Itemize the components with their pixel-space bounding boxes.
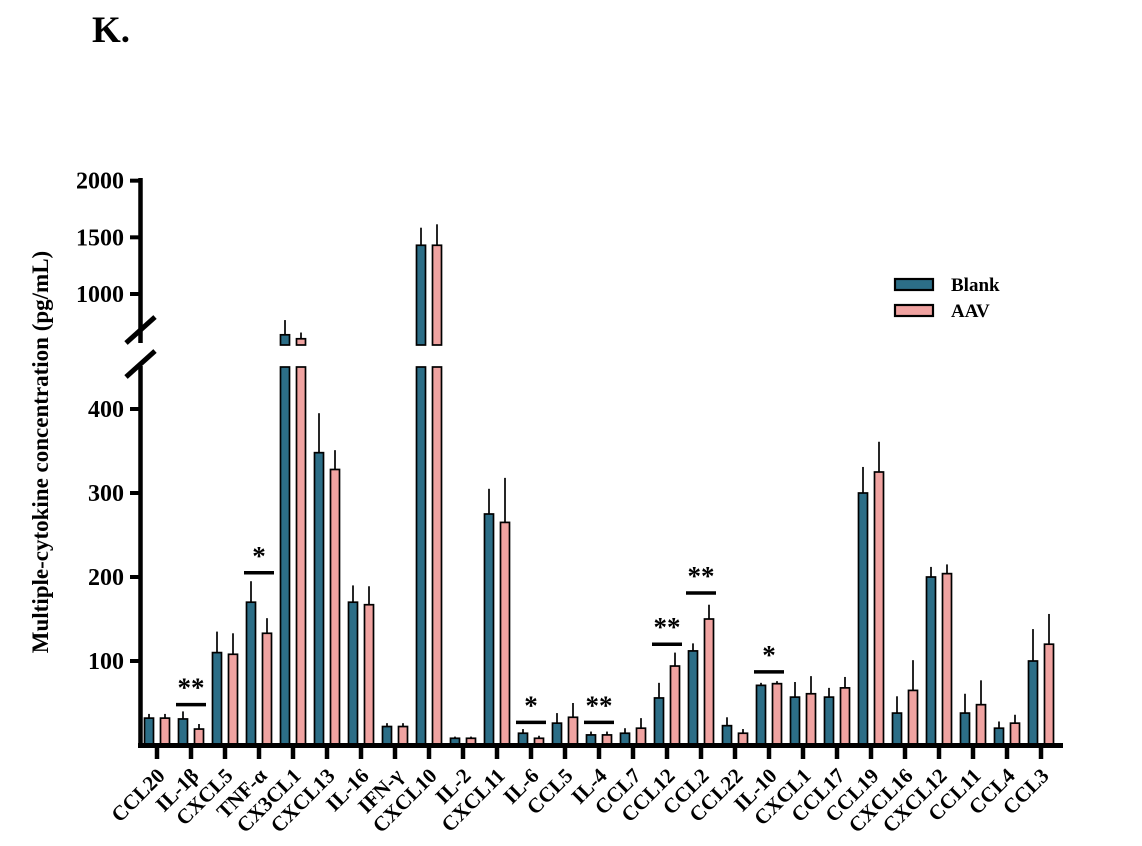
- bar-blank-IL-1β: [177, 718, 189, 746]
- sig-label-IL-10: *: [762, 640, 776, 670]
- bar-aav-CCL4: [1009, 722, 1021, 746]
- y-tick-label-2000: 2000: [76, 169, 124, 195]
- bar-aav-CXCL12: [941, 572, 953, 746]
- bar-blank-CXCL5: [211, 651, 223, 746]
- bar-aav-CXCL11: [499, 521, 511, 746]
- bar-blank-CXCL10: [415, 244, 427, 346]
- sig-label-TNF-α: *: [252, 541, 266, 571]
- bar-aav-CX3CL1-lower: [295, 366, 307, 746]
- bar-aav-CCL2: [703, 618, 715, 746]
- bar-aav-CXCL1: [805, 692, 817, 746]
- bar-blank-CCL11: [959, 712, 971, 746]
- axis-break-slash-upper: [124, 315, 157, 345]
- y-tick-label-400: 400: [88, 397, 124, 423]
- bar-aav-CXCL10-lower: [431, 366, 443, 746]
- y-axis-label: Multiple-cytokine concentration (pg/mL): [28, 251, 53, 653]
- bar-blank-CXCL11: [483, 513, 495, 746]
- bar-aav-CCL7: [635, 727, 647, 746]
- y-tick-label-1500: 1500: [76, 225, 124, 251]
- sig-label-IL-4: **: [586, 690, 613, 720]
- plot-area: **** *******100200300400100015002000CCL20…: [76, 169, 1063, 837]
- bar-blank-IFN-γ: [381, 725, 393, 746]
- bar-aav-IL-1β: [193, 728, 205, 746]
- bar-blank-IL-10: [755, 684, 767, 746]
- bar-blank-IL-16: [347, 601, 359, 746]
- legend-label-aav: AAV: [951, 301, 990, 322]
- bar-aav-CXCL10: [431, 244, 443, 346]
- bar-aav-IL-10: [771, 682, 783, 746]
- bar-blank-CCL20: [143, 717, 155, 746]
- bar-blank-CXCL13: [313, 451, 325, 746]
- panel-label: K.: [92, 10, 130, 51]
- bar-aav-CCL17: [839, 687, 851, 746]
- axis-break-slash-lower: [124, 349, 157, 379]
- sig-label-IL-1β: **: [178, 673, 205, 703]
- bar-blank-TNF-α: [245, 601, 257, 746]
- bar-blank-CXCL1: [789, 696, 801, 746]
- bar-blank-CCL12: [653, 697, 665, 746]
- bar-aav-CCL19: [873, 471, 885, 746]
- sig-label-IL-6: *: [524, 690, 538, 720]
- bar-blank-CXCL12: [925, 576, 937, 746]
- bar-aav-CCL3: [1043, 643, 1055, 746]
- bar-blank-CCL2: [687, 650, 699, 746]
- bar-aav-CCL12: [669, 665, 681, 746]
- legend-label-blank: Blank: [951, 275, 1000, 296]
- bar-aav-IFN-γ: [397, 725, 409, 746]
- bar-aav-CCL20: [159, 717, 171, 746]
- bar-aav-IL-16: [363, 603, 375, 746]
- y-tick-label-100: 100: [88, 649, 124, 675]
- bar-aav-CCL5: [567, 716, 579, 746]
- bar-blank-CX3CL1: [279, 333, 291, 346]
- bar-aav-CXCL5: [227, 653, 239, 746]
- bar-aav-CX3CL1: [295, 337, 307, 346]
- bar-blank-CCL17: [823, 696, 835, 746]
- y-tick-label-200: 200: [88, 565, 124, 591]
- legend-swatch-aav: [893, 303, 935, 318]
- bar-aav-CXCL13: [329, 468, 341, 746]
- y-tick-label-300: 300: [88, 481, 124, 507]
- legend: Blank AAV: [893, 275, 1000, 322]
- sig-label-CCL2: **: [688, 561, 715, 591]
- sig-label-CCL12: **: [654, 612, 681, 642]
- bar-blank-CXCL16: [891, 712, 903, 746]
- bar-aav-CXCL16: [907, 689, 919, 746]
- bar-aav-TNF-α: [261, 632, 273, 746]
- legend-swatch-blank: [893, 277, 935, 292]
- bar-blank-CCL3: [1027, 660, 1039, 746]
- y-tick-label-1000: 1000: [76, 282, 124, 308]
- bar-blank-CCL22: [721, 724, 733, 746]
- bar-blank-CCL5: [551, 722, 563, 746]
- bar-blank-CX3CL1-lower: [279, 366, 291, 746]
- bar-aav-CCL11: [975, 703, 987, 746]
- bar-blank-CCL4: [993, 727, 1005, 746]
- bar-blank-CXCL10-lower: [415, 366, 427, 746]
- bar-blank-CCL19: [857, 492, 869, 746]
